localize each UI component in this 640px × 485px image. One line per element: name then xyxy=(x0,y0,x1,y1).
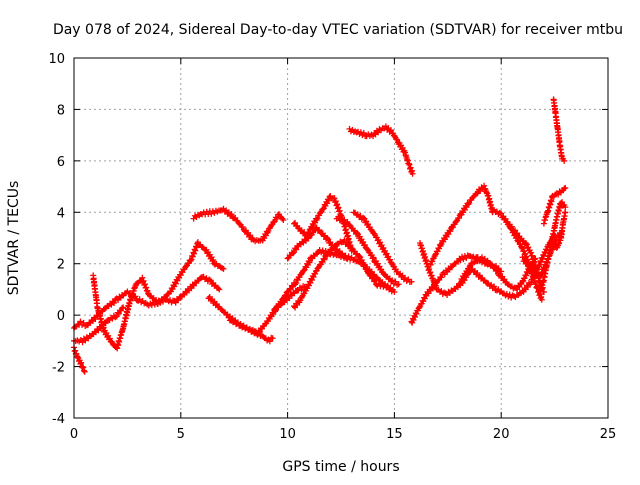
y-tick-label: 4 xyxy=(57,206,65,221)
x-tick-label: 15 xyxy=(386,427,403,442)
series-markers xyxy=(427,182,496,268)
series-markers xyxy=(536,199,569,295)
x-axis-label: GPS time / hours xyxy=(282,459,399,475)
series-track-22 xyxy=(536,199,569,295)
series-track-24 xyxy=(549,209,569,251)
series-track-12 xyxy=(333,213,402,288)
series-markers xyxy=(291,193,355,254)
series-markers xyxy=(226,247,398,338)
series-track-8 xyxy=(271,283,308,313)
series-markers xyxy=(90,272,223,352)
series-track-13 xyxy=(350,209,415,285)
y-tick-label: 0 xyxy=(57,309,65,324)
axis-ticks: -4 -2 0 2 4 6 8 10 0 5 10 15 20 25 xyxy=(48,52,616,442)
x-tick-label: 10 xyxy=(279,427,296,442)
series-markers xyxy=(190,205,287,245)
y-tick-label: 2 xyxy=(57,258,65,273)
series-track-7 xyxy=(226,247,398,338)
chart-title: Day 078 of 2024, Sidereal Day-to-day VTE… xyxy=(53,22,623,38)
series-markers xyxy=(346,123,416,177)
series-track-3 xyxy=(90,272,223,352)
y-tick-label: 8 xyxy=(57,103,65,118)
series-markers xyxy=(284,224,351,262)
data-points xyxy=(71,96,569,375)
x-tick-label: 20 xyxy=(493,427,510,442)
y-axis-label: SDTVAR / TECUs xyxy=(6,181,22,296)
series-markers xyxy=(291,237,391,311)
series-track-5 xyxy=(190,205,287,245)
series-markers xyxy=(549,209,569,251)
series-markers xyxy=(550,96,568,164)
series-markers xyxy=(333,213,402,288)
x-tick-label: 0 xyxy=(70,427,78,442)
series-track-14 xyxy=(346,123,416,177)
series-markers xyxy=(540,184,569,227)
x-tick-label: 5 xyxy=(177,427,185,442)
series-track-9 xyxy=(291,237,391,311)
series-track-25 xyxy=(550,96,568,164)
series-markers xyxy=(350,209,415,285)
plot-frame xyxy=(73,57,609,419)
y-tick-label: 10 xyxy=(48,52,65,67)
y-tick-label: 6 xyxy=(57,155,65,170)
series-track-11 xyxy=(291,193,355,254)
series-track-23 xyxy=(540,184,569,227)
y-tick-label: -2 xyxy=(52,361,65,376)
series-track-17 xyxy=(427,182,496,268)
x-tick-label: 25 xyxy=(600,427,617,442)
y-tick-label: -4 xyxy=(52,412,65,427)
series-markers xyxy=(271,283,308,313)
series-track-10 xyxy=(284,224,351,262)
